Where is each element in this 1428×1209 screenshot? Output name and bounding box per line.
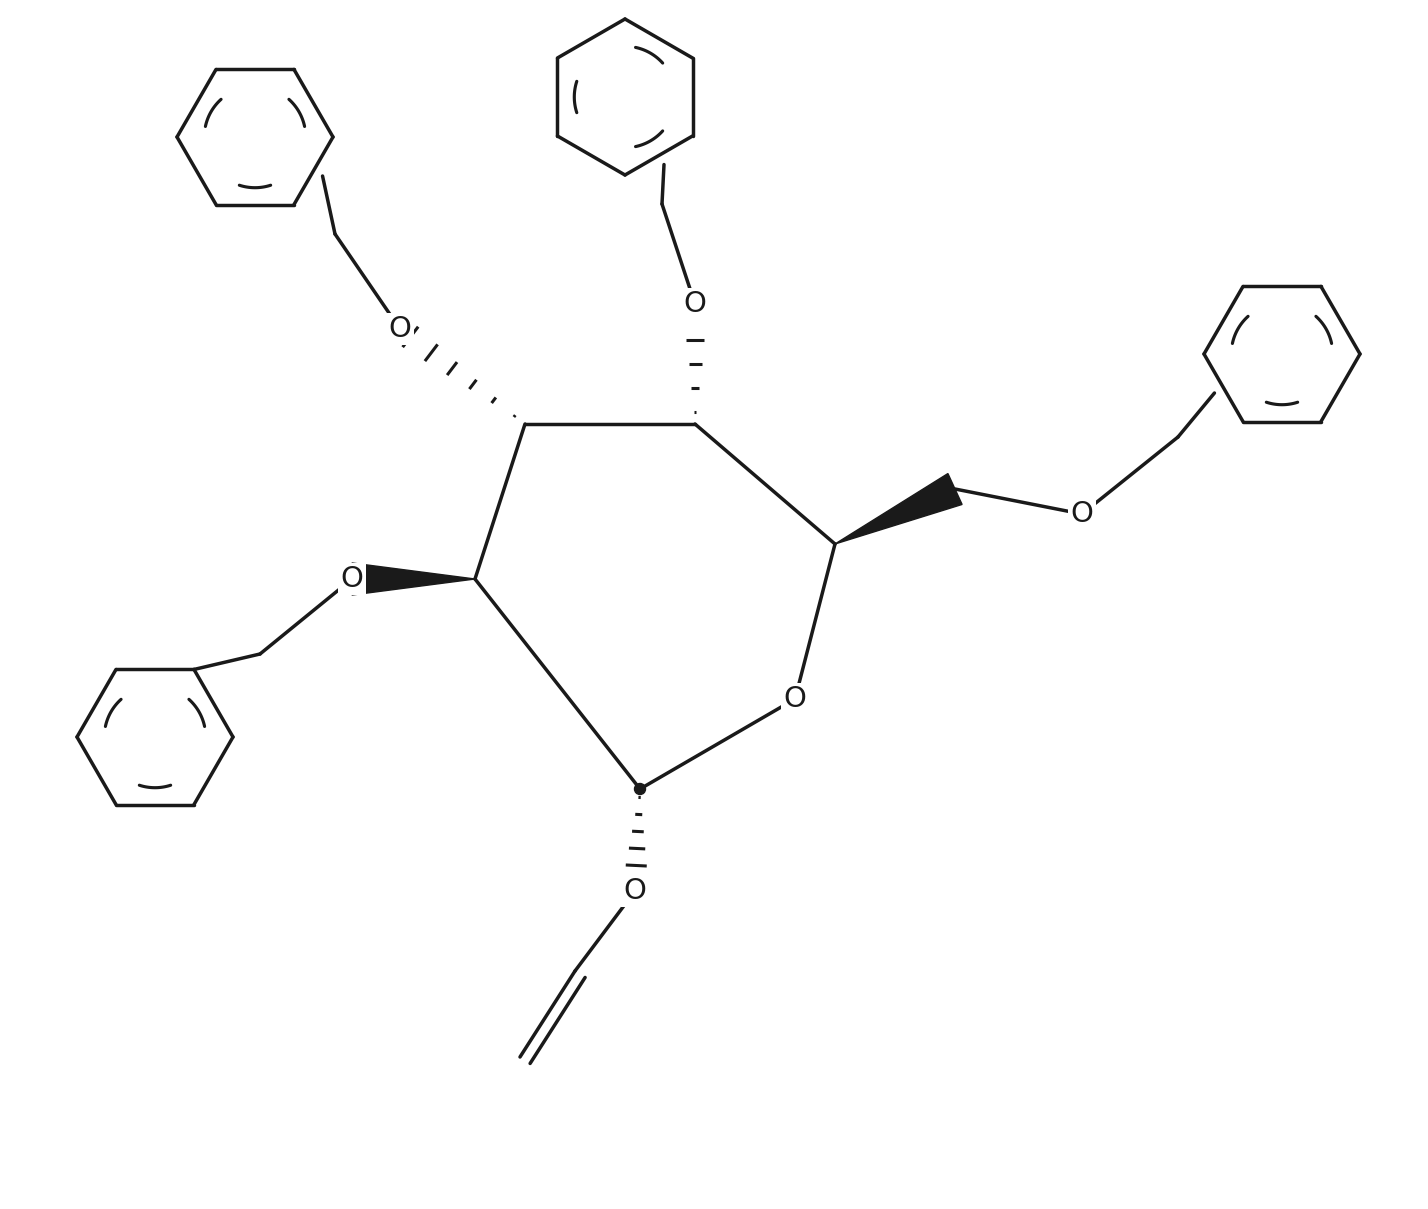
Text: O: O: [1071, 501, 1094, 528]
Text: O: O: [340, 565, 364, 592]
Polygon shape: [351, 563, 476, 595]
Text: O: O: [624, 877, 647, 906]
Text: O: O: [684, 290, 707, 318]
Polygon shape: [835, 474, 962, 544]
Text: O: O: [784, 686, 807, 713]
Circle shape: [634, 783, 645, 794]
Text: O: O: [388, 316, 411, 343]
